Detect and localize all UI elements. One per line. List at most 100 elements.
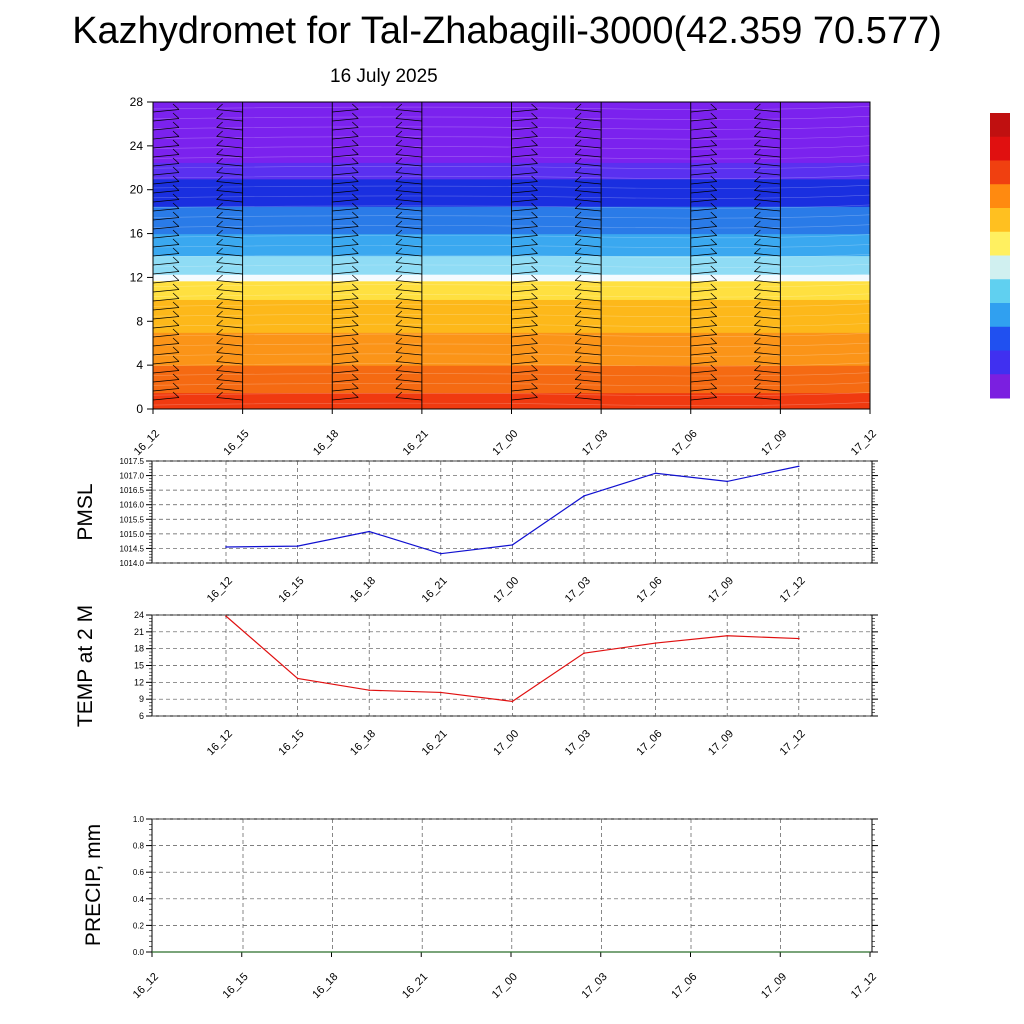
wind-barb <box>332 325 359 329</box>
wind-barb-flag <box>710 283 717 290</box>
wind-barb <box>754 190 781 194</box>
wind-barb-flag <box>710 184 717 191</box>
wind-barb <box>332 136 359 140</box>
wind-barb-flag <box>574 211 582 218</box>
wind-barb-flag <box>710 121 717 128</box>
x-tick-label: 17_09 <box>759 428 789 458</box>
wind-barb <box>754 145 781 149</box>
wind-barb-flag <box>574 157 582 164</box>
wind-barb <box>869 345 870 346</box>
wind-barb <box>332 199 359 203</box>
wind-barb-flag <box>216 121 223 128</box>
wind-barb-flag <box>395 193 403 200</box>
wind-barb <box>216 298 243 302</box>
heatmap-fill <box>153 102 896 409</box>
wind-barb <box>332 316 359 320</box>
wind-barb <box>216 109 243 113</box>
wind-barb <box>754 109 781 113</box>
wind-barb <box>690 289 717 293</box>
contour-line <box>153 125 870 130</box>
contour-line <box>153 254 870 258</box>
wind-barb-flag <box>216 292 223 299</box>
wind-barb-flag <box>172 166 180 173</box>
wind-barb <box>754 244 781 248</box>
wind-barb-flag <box>890 365 896 371</box>
wind-barb <box>869 318 870 319</box>
wind-barb <box>153 343 180 347</box>
wind-barb <box>511 343 538 347</box>
wind-barb <box>869 255 870 256</box>
wind-barb-flag <box>352 391 359 398</box>
wind-barb-flag <box>754 148 761 155</box>
wind-barb-flag <box>216 202 223 209</box>
wind-barb-flag <box>574 103 582 110</box>
wind-barb-flag <box>216 355 223 362</box>
wind-barb-flag <box>710 157 717 164</box>
wind-barb-flag <box>395 247 403 254</box>
wind-barb-flag <box>710 373 717 380</box>
wind-barb <box>575 379 602 383</box>
contour-line <box>153 224 870 229</box>
wind-barb <box>869 291 870 292</box>
wind-barb <box>332 298 359 302</box>
wind-barb-flag <box>574 256 582 263</box>
data-point <box>368 689 371 691</box>
wind-barb-flag <box>890 329 896 335</box>
wind-barb-flag <box>395 382 403 389</box>
wind-barb-flag <box>395 130 403 137</box>
wind-barb <box>153 199 180 203</box>
wind-barb <box>690 361 717 365</box>
x-tick-label: 17_09 <box>706 728 736 758</box>
wind-barb-flag <box>395 283 403 290</box>
wind-barb-flag <box>172 346 180 353</box>
wind-barb-flag <box>531 193 538 200</box>
wind-barb <box>869 282 870 283</box>
wind-barb <box>511 217 538 221</box>
wind-barb-flag <box>531 148 538 155</box>
wind-barb-flag <box>574 391 582 398</box>
wind-barb <box>511 361 538 365</box>
wind-barb <box>754 307 781 311</box>
wind-barb <box>216 325 243 329</box>
data-point <box>654 642 657 644</box>
x-tick-label: 16_12 <box>131 971 161 1001</box>
wind-barb <box>153 397 180 401</box>
wind-barb-flag <box>574 247 582 254</box>
wind-barb <box>754 154 781 158</box>
colorbar-segment <box>990 208 1010 233</box>
wind-barb-column <box>331 102 359 409</box>
wind-barb-flag <box>352 139 359 146</box>
wind-barb <box>153 190 180 194</box>
wind-barb <box>395 154 422 158</box>
wind-barb <box>332 379 359 383</box>
wind-barb-flag <box>172 364 180 371</box>
wind-barb-flag <box>754 112 761 119</box>
wind-barb-flag <box>754 157 761 164</box>
wind-barb-flag <box>710 166 717 173</box>
y-tick-label: 1016.5 <box>120 486 145 495</box>
wind-barb <box>395 388 422 392</box>
wind-barb <box>216 307 243 311</box>
wind-barb <box>575 361 602 365</box>
wind-barb-flag <box>890 158 896 164</box>
y-tick-label: 9 <box>139 694 144 704</box>
x-tick-label: 17_09 <box>706 575 736 605</box>
wind-barb <box>511 298 538 302</box>
wind-barb <box>153 379 180 383</box>
y-tick-label: 18 <box>134 644 144 654</box>
wind-barb <box>216 289 243 293</box>
wind-barb-flag <box>216 373 223 380</box>
wind-barb-flag <box>352 211 359 218</box>
wind-barb <box>216 343 243 347</box>
wind-barb <box>153 136 180 140</box>
wind-barb-flag <box>710 355 717 362</box>
wind-barb-flag <box>172 283 180 290</box>
wind-barb <box>754 235 781 239</box>
wind-barb-flag <box>395 310 403 317</box>
wind-barb <box>869 219 870 220</box>
wind-barb <box>395 370 422 374</box>
wind-barb-flag <box>172 229 180 236</box>
wind-barb <box>511 352 538 356</box>
wind-barb-column <box>754 102 781 409</box>
wind-barb <box>869 210 870 211</box>
